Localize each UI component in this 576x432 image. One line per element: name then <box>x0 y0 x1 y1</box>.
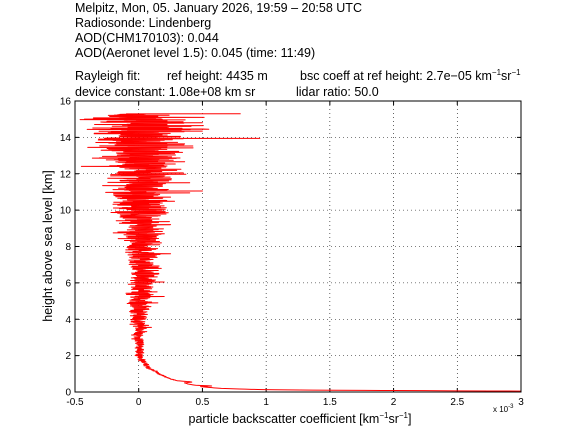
bsc-coeff-text: bsc coeff at ref height: 2.7e−05 km−1sr−… <box>300 68 521 84</box>
y-tick-label: 16 <box>60 97 72 108</box>
x-tick-label: 0.5 <box>195 397 209 408</box>
bsc-coeff-exp1: −1 <box>491 68 502 77</box>
ref-height-text: ref height: 4435 m <box>167 69 268 83</box>
lidar-ratio-text: lidar ratio: 50.0 <box>296 85 379 99</box>
y-tick-label: 6 <box>65 278 71 289</box>
aod-aeronet-line: AOD(Aeronet level 1.5): 0.045 (time: 11:… <box>75 46 316 60</box>
x-tick-label: 1 <box>263 397 269 408</box>
x-tick-label: 1.5 <box>323 397 337 408</box>
x-tick-labels: -0.5 0 0.5 1 1.5 2 2.5 3 <box>66 397 524 408</box>
x-tick-label: -0.5 <box>66 397 84 408</box>
bsc-coeff-unit: sr <box>501 69 512 83</box>
x-multiplier-label: x 10-3 <box>493 404 514 414</box>
chart-header: Melpitz, Mon, 05. January 2026, 19:59 – … <box>0 0 576 100</box>
bsc-coeff-prefix: bsc coeff at ref height: 2.7e−05 km <box>300 69 492 83</box>
title-line: Melpitz, Mon, 05. January 2026, 19:59 – … <box>75 1 362 15</box>
y-tick-label: 4 <box>65 315 71 326</box>
x-tick-label: 3 <box>518 397 524 408</box>
x-tick-label: 2.5 <box>450 397 464 408</box>
y-tick-labels: 0 2 4 6 8 10 12 14 16 <box>60 97 72 399</box>
y-tick-label: 2 <box>65 351 71 362</box>
radiosonde-line: Radiosonde: Lindenberg <box>75 16 212 30</box>
plot-frame <box>74 100 522 393</box>
backscatter-profile-line <box>79 113 522 392</box>
y-tick-label: 0 <box>65 388 71 399</box>
y-axis-title: height above sea level [km] <box>41 170 55 321</box>
device-constant-text: device constant: 1.08e+08 km sr <box>75 85 256 99</box>
aod-chm-line: AOD(CHM170103): 0.044 <box>75 31 219 45</box>
x-axis-title: particle backscatter coefficient [km−1sr… <box>189 411 412 426</box>
rayleigh-fit-label: Rayleigh fit: <box>75 69 141 83</box>
y-tick-label: 8 <box>65 242 71 253</box>
y-tick-label: 14 <box>60 133 72 144</box>
y-tick-label: 12 <box>60 169 72 180</box>
y-tick-label: 10 <box>60 206 72 217</box>
bsc-coeff-exp2: −1 <box>511 68 521 77</box>
x-tick-label: 0 <box>136 397 142 408</box>
x-tick-label: 2 <box>391 397 397 408</box>
